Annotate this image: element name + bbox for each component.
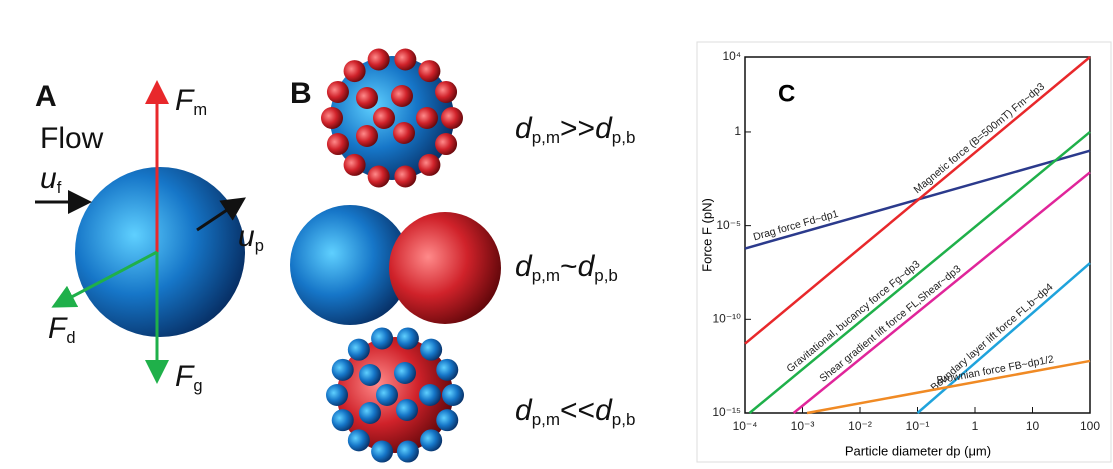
nanoparticle (418, 60, 440, 82)
symbol-label: Fg (175, 360, 203, 395)
x-axis-label: Particle diameter dp (μm) (845, 443, 991, 458)
panel-label: C (778, 80, 795, 107)
subscript: m (193, 101, 207, 119)
nanoparticle (359, 402, 381, 424)
x-tick-label: 10 (1026, 419, 1040, 433)
symbol: d (595, 112, 613, 145)
nanoparticle (344, 154, 366, 176)
series-label: Magnetic force (B=500mT) Fm~dp3 (911, 80, 1047, 196)
nanoparticle (356, 87, 378, 109)
nanoparticle (397, 327, 419, 349)
panel-label: A (35, 80, 57, 113)
nanoparticle (418, 154, 440, 176)
particle (389, 212, 501, 324)
x-tick-label: 10⁻² (848, 419, 872, 433)
relation: ~ (560, 250, 578, 283)
nanoparticle (420, 339, 442, 361)
relation-label: dp,m<<dp,b (515, 394, 635, 430)
y-axis-label: Force F (pN) (699, 198, 714, 272)
nanoparticle (373, 107, 395, 129)
symbol: F (175, 84, 195, 117)
nanoparticle (332, 409, 354, 431)
panel-label: B (290, 77, 312, 110)
nanoparticle (332, 359, 354, 381)
nanoparticle (416, 107, 438, 129)
nanoparticle (394, 165, 416, 187)
nanoparticle (368, 165, 390, 187)
nanoparticle (442, 384, 464, 406)
subscript: p,m (532, 128, 560, 147)
subscript: d (66, 329, 75, 347)
figure: A Flow B C Particle diameter dp (μm) For… (0, 0, 1113, 464)
nanoparticle (356, 125, 378, 147)
relation: << (560, 394, 595, 427)
nanoparticle (397, 441, 419, 463)
nanoparticle (326, 384, 348, 406)
subscript: p,b (594, 266, 618, 285)
nanoparticle (371, 327, 393, 349)
nanoparticle (393, 122, 415, 144)
x-tick-label: 10⁻¹ (906, 419, 930, 433)
nanoparticle (327, 133, 349, 155)
flow-label: Flow (40, 122, 104, 155)
symbol: F (175, 360, 195, 393)
y-tick-label: 1 (734, 124, 741, 138)
nanoparticle (348, 339, 370, 361)
symbol: d (595, 394, 613, 427)
symbol: d (515, 112, 533, 145)
symbol-label: up (238, 220, 264, 255)
nanoparticle (435, 81, 457, 103)
nanoparticle (344, 60, 366, 82)
y-tick-label: 10⁻¹⁵ (712, 405, 741, 419)
y-tick-label: 10⁻¹⁰ (713, 311, 742, 325)
nanoparticle (368, 49, 390, 71)
nanoparticle (436, 409, 458, 431)
nanoparticle (396, 399, 418, 421)
nanoparticle (348, 429, 370, 451)
symbol: u (238, 220, 255, 253)
symbol-label: Fm (175, 84, 207, 119)
subscript: f (57, 179, 62, 197)
subscript: p,m (532, 266, 560, 285)
symbol: u (40, 162, 57, 195)
nanoparticle (394, 49, 416, 71)
subscript: p,m (532, 410, 560, 429)
x-tick-label: 1 (972, 419, 979, 433)
nanoparticle (419, 384, 441, 406)
subscript: p,b (612, 128, 636, 147)
subscript: p (255, 237, 264, 255)
relation-label: dp,m>>dp,b (515, 112, 635, 148)
subscript: g (193, 377, 202, 395)
nanoparticle (371, 441, 393, 463)
nanoparticle (394, 362, 416, 384)
x-tick-label: 100 (1080, 419, 1100, 433)
particle (75, 167, 245, 337)
x-tick-label: 10⁻³ (791, 419, 815, 433)
panel-frame (697, 42, 1111, 462)
nanoparticle (327, 81, 349, 103)
nanoparticle (359, 364, 381, 386)
symbol: d (578, 250, 596, 283)
series-label-group: Magnetic force (B=500mT) Fm~dp3 (911, 80, 1047, 196)
y-tick-label: 10⁴ (722, 49, 741, 63)
symbol: d (515, 250, 533, 283)
nanoparticle (435, 133, 457, 155)
symbol-label: uf (40, 162, 62, 197)
relation: >> (560, 112, 595, 145)
symbol: F (48, 312, 68, 345)
relation-label: dp,m~dp,b (515, 250, 618, 286)
nanoparticle (376, 384, 398, 406)
x-tick-label: 10⁻⁴ (733, 419, 758, 433)
nanoparticle (420, 429, 442, 451)
nanoparticle (436, 359, 458, 381)
symbol: d (515, 394, 533, 427)
symbol-label: Fd (48, 312, 76, 347)
nanoparticle (441, 107, 463, 129)
y-tick-label: 10⁻⁵ (716, 218, 741, 232)
nanoparticle (321, 107, 343, 129)
nanoparticle (391, 85, 413, 107)
subscript: p,b (612, 410, 636, 429)
